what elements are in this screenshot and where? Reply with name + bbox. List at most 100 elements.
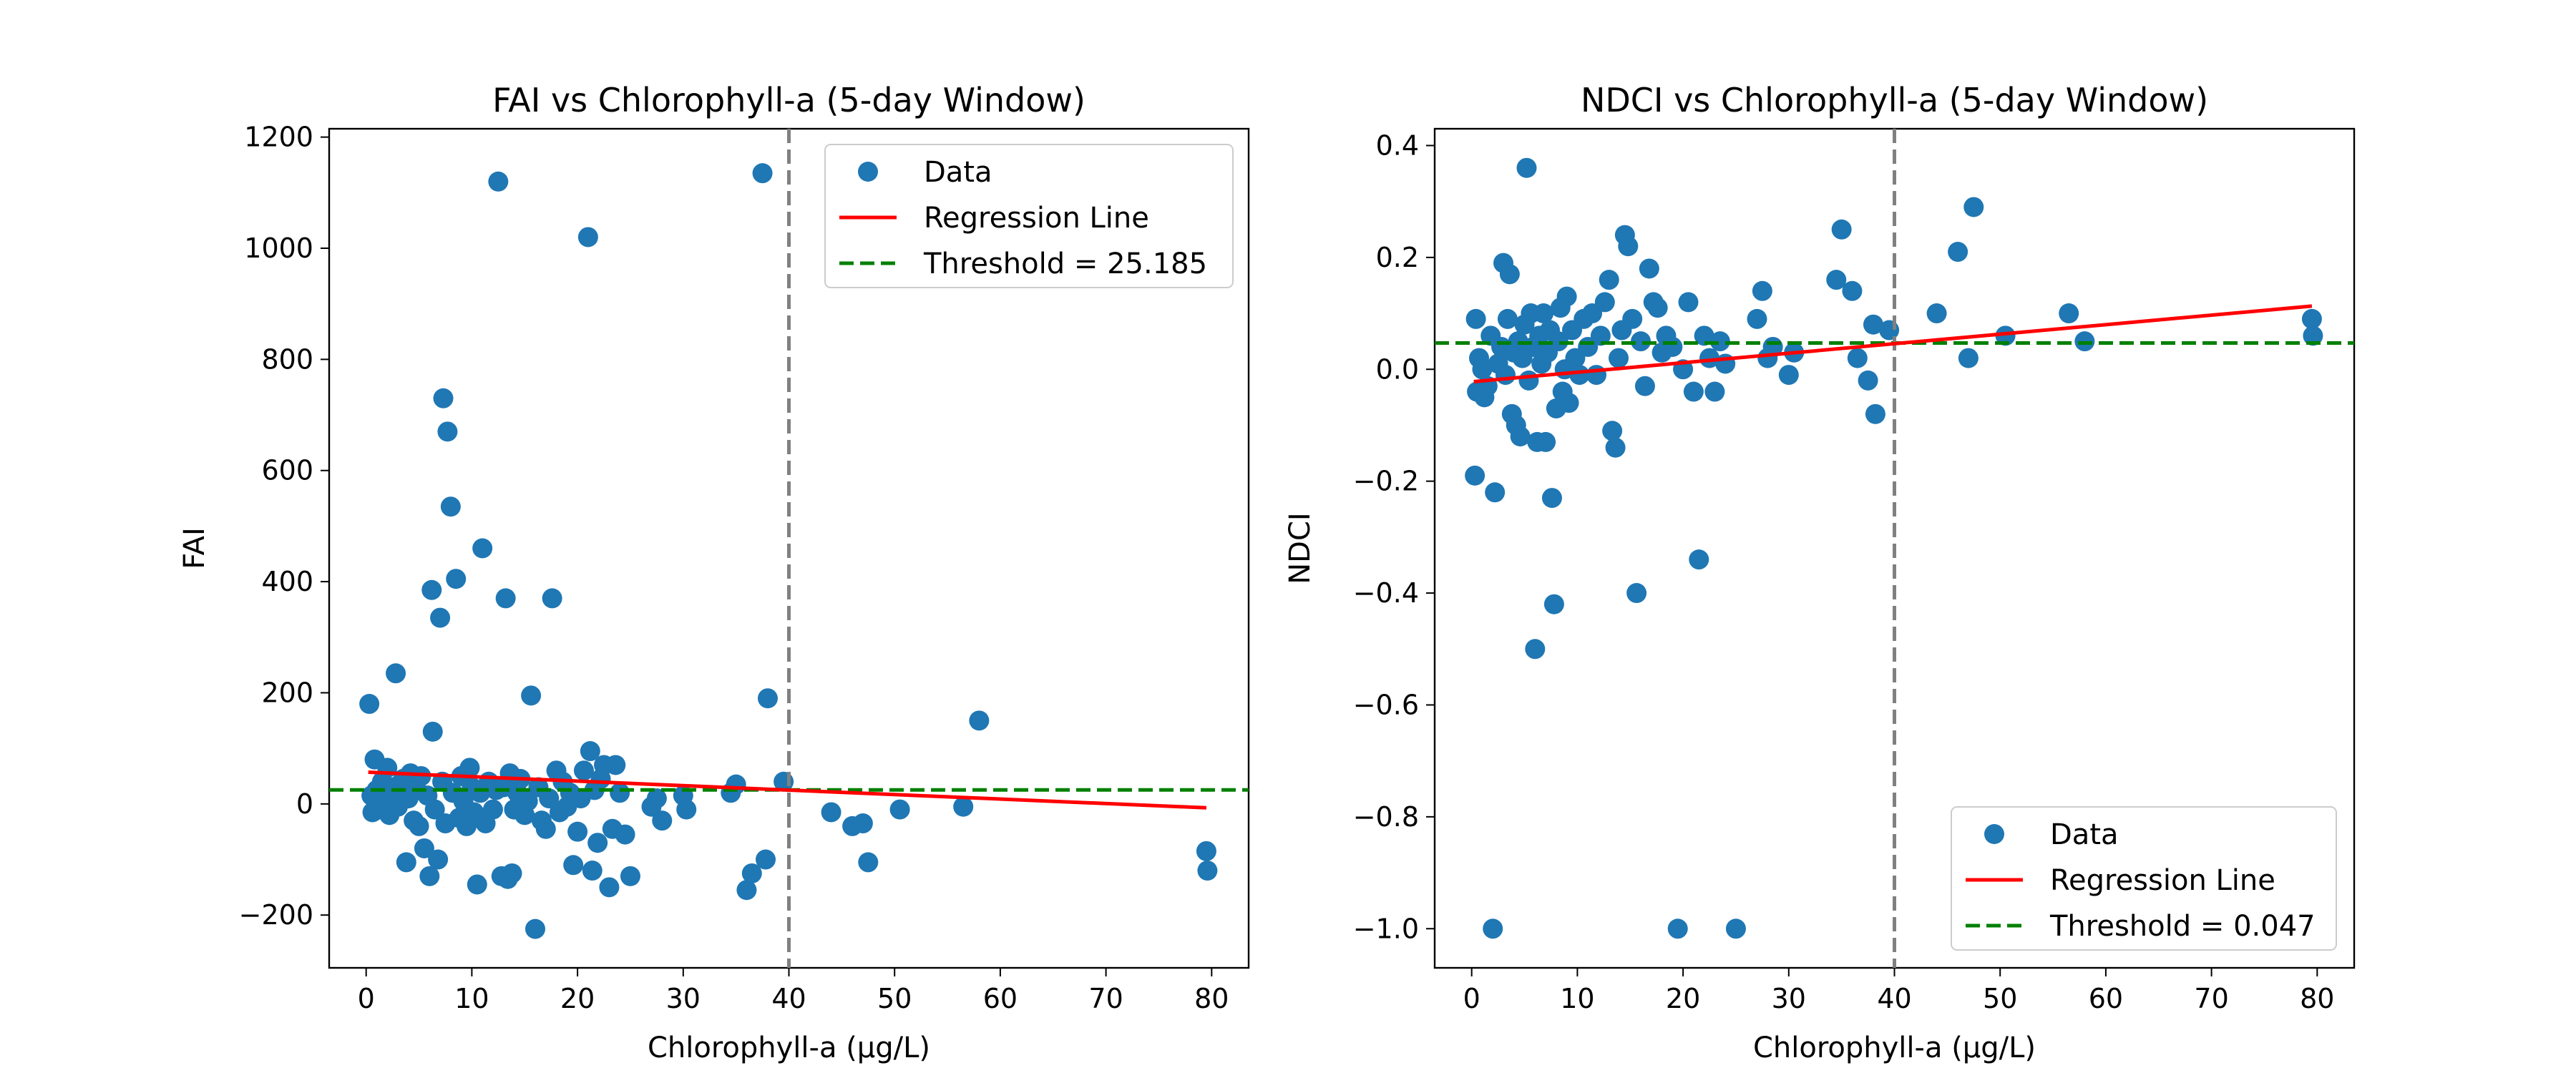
data-point — [1948, 242, 1968, 263]
data-point — [756, 849, 776, 870]
data-point — [1525, 639, 1546, 660]
data-point — [386, 663, 406, 684]
x-axis-label: Chlorophyll-a (µg/L) — [1753, 1032, 2036, 1064]
data-point — [1631, 331, 1652, 352]
data-point — [1995, 325, 2016, 346]
data-point — [1465, 465, 1485, 486]
data-point — [741, 863, 762, 883]
data-point — [535, 818, 556, 839]
data-point — [1626, 583, 1647, 604]
x-tick-label: 40 — [1877, 983, 1911, 1014]
y-axis-label: NDCI — [1284, 512, 1317, 584]
data-point — [521, 685, 542, 706]
y-tick-label: 400 — [261, 566, 313, 597]
data-point — [446, 569, 467, 589]
y-tick-label: 0.2 — [1376, 242, 1419, 273]
y-tick-label: −0.2 — [1353, 466, 1419, 497]
data-point — [567, 821, 588, 842]
x-tick-label: 20 — [1666, 983, 1700, 1014]
data-point — [525, 918, 546, 939]
data-point — [396, 852, 416, 873]
y-tick-label: −0.4 — [1353, 577, 1419, 609]
data-point — [1747, 308, 1767, 329]
data-point — [1634, 376, 1655, 396]
data-point — [1662, 336, 1683, 357]
x-tick-label: 20 — [560, 983, 595, 1014]
legend-label-threshold: Threshold = 25.185 — [923, 248, 1207, 280]
data-point — [1197, 861, 1218, 881]
data-point — [615, 824, 635, 845]
data-point — [472, 538, 493, 559]
data-point — [652, 810, 673, 831]
data-point — [517, 790, 538, 811]
data-point — [424, 799, 445, 820]
legend-marker-data — [1984, 824, 2004, 844]
y-tick-label: 0 — [296, 788, 313, 820]
y-tick-label: 1000 — [244, 232, 313, 264]
data-point — [610, 783, 630, 803]
data-point — [430, 607, 451, 628]
data-point — [359, 694, 380, 715]
data-point — [1778, 365, 1799, 386]
data-point — [580, 741, 600, 762]
legend-marker-data — [858, 162, 878, 182]
data-point — [1605, 437, 1626, 458]
data-point — [488, 171, 509, 192]
data-point — [1752, 280, 1772, 301]
data-point — [1586, 365, 1606, 386]
chart-title: FAI vs Chlorophyll-a (5-day Window) — [492, 81, 1085, 119]
data-point — [1842, 280, 1863, 301]
legend-label-data: Data — [924, 156, 992, 189]
data-point — [852, 813, 873, 834]
data-point — [1863, 314, 1883, 335]
y-tick-label: 800 — [261, 343, 313, 375]
data-point — [1667, 918, 1688, 939]
data-point — [969, 710, 990, 731]
y-tick-label: −1.0 — [1353, 913, 1419, 944]
data-point — [437, 421, 458, 442]
legend-box — [824, 144, 1234, 288]
x-tick-label: 10 — [454, 983, 489, 1014]
data-point — [599, 877, 620, 898]
fai-chart: FAI vs Chlorophyll-a (5-day Window) Chlo… — [178, 81, 1250, 1064]
data-point — [563, 855, 584, 876]
data-point — [1472, 359, 1493, 380]
x-tick-label: 60 — [2089, 983, 2123, 1014]
data-point — [1694, 325, 1714, 346]
regression-line — [1473, 304, 2313, 383]
data-point — [1196, 841, 1216, 861]
data-point — [953, 796, 974, 817]
data-point — [2303, 325, 2323, 346]
data-point — [1541, 488, 1562, 509]
data-point — [1709, 331, 1730, 352]
data-point — [1704, 381, 1725, 402]
data-point — [1699, 348, 1720, 368]
data-point — [582, 861, 602, 881]
data-point — [646, 788, 667, 809]
x-tick-label: 10 — [1560, 983, 1594, 1014]
data-point — [620, 866, 640, 886]
y-tick-label: −200 — [239, 899, 313, 931]
data-point — [539, 788, 560, 809]
data-point — [421, 579, 442, 600]
data-point — [1465, 308, 1486, 329]
x-tick-label: 30 — [666, 983, 701, 1014]
data-point — [1725, 918, 1746, 939]
x-tick-label: 70 — [1088, 983, 1123, 1014]
data-point — [1847, 348, 1868, 368]
x-tick-label: 70 — [2194, 983, 2228, 1014]
data-point — [1483, 918, 1503, 939]
data-point — [736, 880, 757, 901]
y-tick-label: 1200 — [244, 122, 313, 153]
y-tick-label: 0.0 — [1376, 353, 1419, 385]
data-point — [422, 721, 443, 742]
x-tick-label: 80 — [1194, 983, 1229, 1014]
data-point — [587, 833, 608, 853]
data-point — [1485, 482, 1506, 503]
data-point — [1683, 381, 1704, 402]
data-point — [1678, 292, 1699, 313]
legend-box — [1951, 806, 2337, 951]
x-tick-label: 0 — [1463, 983, 1480, 1014]
data-point — [482, 799, 503, 820]
